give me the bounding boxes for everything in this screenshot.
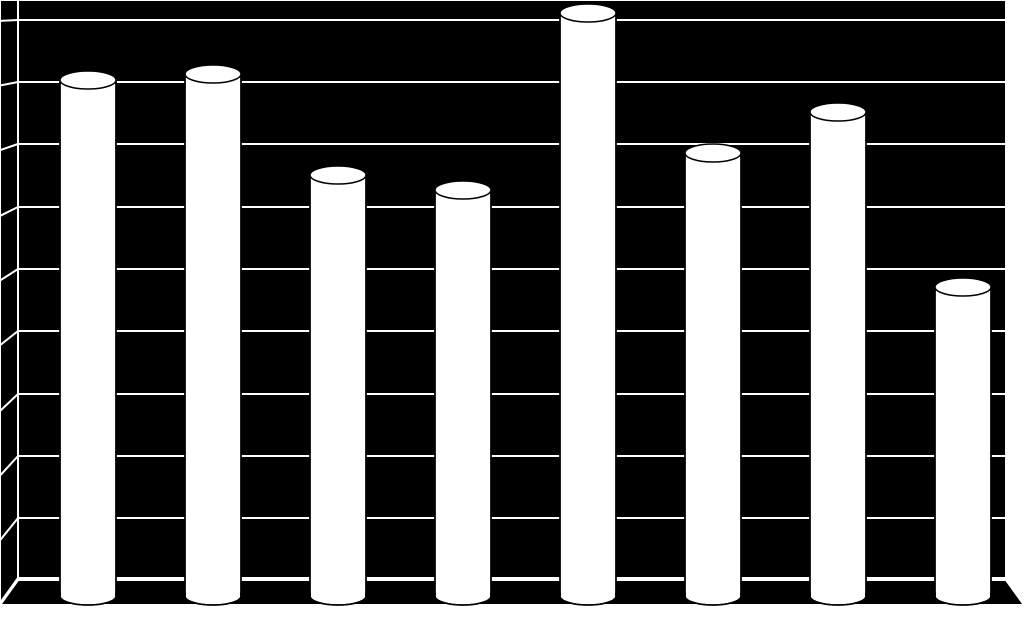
bar-cap <box>685 144 741 162</box>
bar-cap <box>435 181 491 199</box>
bar-chart-3d <box>0 0 1024 624</box>
bar-cap <box>810 103 866 121</box>
bar-cap <box>935 278 991 296</box>
bar-body <box>435 190 491 596</box>
bar-body <box>60 80 116 596</box>
bar-cap <box>185 65 241 83</box>
bar-cap <box>60 71 116 89</box>
bar-cap <box>560 4 616 22</box>
chart-bars <box>0 0 1024 624</box>
bar-body <box>560 13 616 596</box>
bar-body <box>935 287 991 596</box>
bar-body <box>810 112 866 596</box>
bar-cap <box>310 166 366 184</box>
bar-body <box>185 74 241 596</box>
bar-body <box>685 153 741 596</box>
bar-body <box>310 175 366 596</box>
